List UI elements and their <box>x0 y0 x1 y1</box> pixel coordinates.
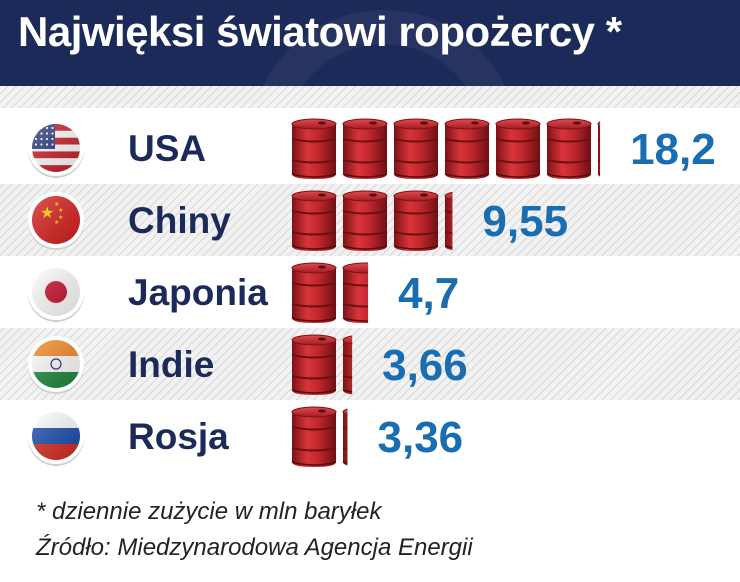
pictogram-bar <box>291 118 601 180</box>
oil-barrel-icon <box>291 190 337 252</box>
category-label: Japonia <box>128 272 268 313</box>
oil-barrel-icon <box>444 118 490 180</box>
value-label: 3,36 <box>378 413 464 462</box>
oil-barrel-icon <box>342 190 388 252</box>
chart-row: USA 18,2 <box>28 118 716 180</box>
row-band <box>0 400 740 472</box>
oil-barrel-icon <box>393 190 439 252</box>
chart-row: Japonia 4,7 <box>28 262 459 324</box>
chart-row: Rosja 3,36 <box>28 406 464 468</box>
chart-row: Indie 3,66 <box>28 334 468 396</box>
row-band <box>0 256 740 328</box>
value-label: 18,2 <box>630 125 716 174</box>
value-label: 9,55 <box>482 197 568 246</box>
category-label: Rosja <box>128 416 229 457</box>
background-band <box>0 86 740 108</box>
oil-barrel-icon <box>291 334 337 396</box>
value-label: 4,7 <box>398 269 459 318</box>
chart-title: Najwięksi światowi ropożercy * <box>18 8 622 55</box>
value-label: 3,66 <box>382 341 468 390</box>
oil-barrel-icon <box>495 118 541 180</box>
footnote: * dziennie zużycie w mln baryłek <box>36 498 382 525</box>
oil-barrel-icon <box>291 118 337 180</box>
oil-barrel-icon <box>291 262 337 324</box>
source-note: Źródło: Miedzynarodowa Agencja Energii <box>36 534 473 561</box>
oil-barrel-icon <box>546 118 592 180</box>
oil-barrel-icon <box>291 406 337 468</box>
oil-barrel-icon <box>393 118 439 180</box>
chart-footer: * dziennie zużycie w mln baryłek Źródło:… <box>36 494 473 566</box>
category-label: Chiny <box>128 200 231 241</box>
oil-barrel-icon <box>342 118 388 180</box>
category-label: USA <box>128 128 206 169</box>
header-banner: Najwięksi światowi ropożercy * <box>0 0 740 86</box>
category-label: Indie <box>128 344 214 385</box>
row-band <box>0 328 740 400</box>
